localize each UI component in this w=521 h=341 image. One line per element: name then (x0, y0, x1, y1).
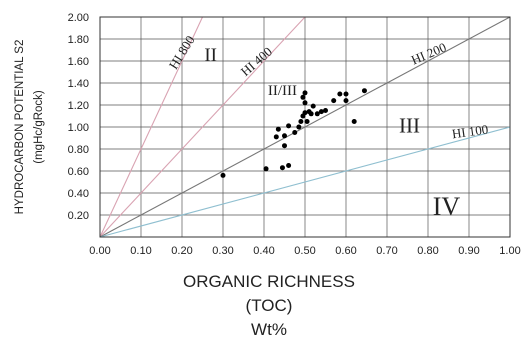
plot-frame (99, 16, 511, 238)
y-tick-label: 1.80 (68, 34, 89, 46)
data-point (286, 163, 292, 168)
data-point (323, 108, 328, 113)
y-tick-label: 1.60 (68, 56, 89, 68)
data-point (263, 166, 269, 172)
data-point (310, 103, 316, 109)
y-tick-label: 1.00 (68, 122, 89, 134)
hi-line-label: HI 100 (451, 121, 489, 141)
hi-line (99, 16, 306, 238)
y-tick-label: 1.40 (68, 78, 89, 90)
data-points (220, 88, 367, 178)
x-tick-label: 0.90 (458, 245, 479, 257)
x-tick-label: 0.40 (253, 245, 274, 257)
data-point (273, 134, 279, 140)
region-label: IV (433, 192, 461, 221)
data-point (220, 172, 226, 178)
data-point (298, 119, 304, 124)
y-tick-label: 2.00 (68, 12, 89, 24)
data-point (302, 110, 308, 116)
data-point (304, 119, 310, 124)
x-tick-label: 1.00 (499, 245, 520, 257)
y-tick-label: 0.60 (68, 166, 89, 178)
x-tick-label: 0.70 (376, 245, 397, 257)
data-point (282, 143, 287, 149)
x-tick-label: 0.60 (335, 245, 356, 257)
data-point (292, 130, 298, 135)
region-label: II/III (268, 83, 297, 99)
region-label: II (204, 45, 217, 66)
x-tick-label: 0.30 (212, 245, 233, 257)
data-point (275, 126, 281, 132)
x-tick-label: 0.50 (294, 245, 315, 257)
data-point (351, 119, 357, 124)
hi-line-label: HI 200 (409, 39, 448, 67)
x-tick-label: 0.20 (171, 245, 192, 257)
data-point (286, 123, 292, 129)
y-axis-label-line-2: (mgHc/gRock) (33, 90, 45, 164)
y-tick-label: 0.40 (68, 188, 89, 200)
data-point (296, 124, 302, 130)
data-point (318, 109, 324, 115)
tick-labels: 0.00 0.10 0.20 0.30 0.40 0.50 0.60 0.70 0.80 0.90… (68, 12, 521, 257)
y-tick-label: 0.80 (68, 144, 89, 156)
x-tick-label: 0.00 (89, 245, 110, 257)
region-labels: II II/III III IV (204, 45, 460, 221)
data-point (361, 88, 367, 94)
y-tick-label: 0.20 (68, 210, 89, 222)
data-point (302, 100, 308, 106)
hi-line (99, 126, 511, 238)
hi-line (99, 16, 511, 238)
data-point (343, 98, 349, 104)
data-point (302, 90, 308, 96)
data-point (314, 111, 320, 117)
hi-line (99, 16, 203, 238)
region-label: III (399, 114, 420, 138)
x-tick-label: 0.80 (417, 245, 438, 257)
x-axis-label-line-3: Wt% (251, 320, 287, 339)
data-point (279, 165, 285, 171)
y-tick-label: 1.20 (68, 100, 89, 112)
x-axis-label-line-2: (TOC) (246, 296, 293, 315)
y-axis-label-line-1: HYDROCARBON POTENTIAL S2 (14, 40, 26, 215)
data-point (300, 94, 306, 100)
data-point (343, 91, 349, 97)
x-tick-label: 0.10 (130, 245, 151, 257)
hi-line-label: HI 400 (238, 44, 275, 79)
data-point (331, 98, 337, 104)
data-point (282, 133, 287, 139)
data-point (308, 111, 314, 117)
x-axis-label-line-1: ORGANIC RICHNESS (183, 272, 355, 291)
data-point (337, 91, 343, 97)
